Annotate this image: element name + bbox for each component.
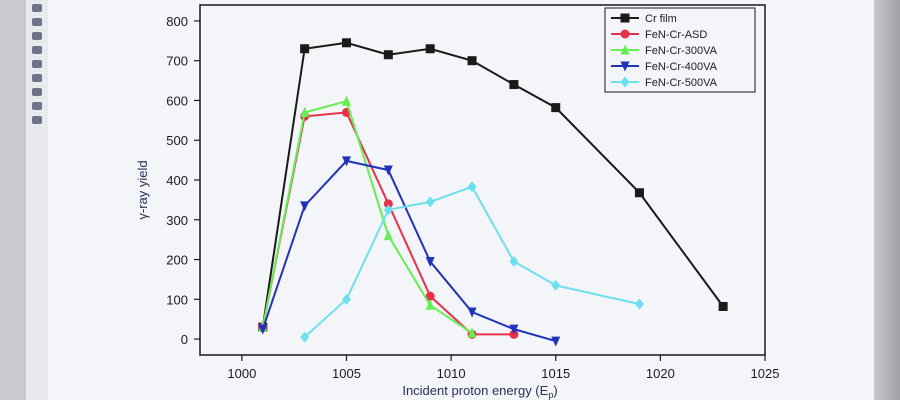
pointer-tool-icon[interactable] [32,4,42,12]
data-point [425,291,435,301]
legend: Cr film FeN-Cr-ASD FeN-Cr-300VA FeN-Cr-400V… [604,7,756,93]
legend-marker [620,44,630,55]
legend-marker [620,61,630,72]
data-point [425,299,435,310]
scale-tool-icon[interactable] [32,32,42,40]
x-tick-label: 1010 [437,366,466,381]
data-point [467,181,477,193]
x-tick-label: 1025 [751,366,780,381]
y-tick-label: 600 [166,93,188,108]
series-3 [258,95,477,338]
legend-marker [620,76,630,88]
y-tick-label: 0 [181,332,188,347]
legend-label: FeN-Cr-300VA [645,45,718,57]
series-2 [258,107,519,339]
window-frame-right [874,0,900,400]
y-tick-label: 800 [166,14,188,29]
legend-label: FeN-Cr-500VA [645,77,718,89]
data-point [300,201,310,212]
x-tick-label: 1005 [332,366,361,381]
data-point [509,80,519,90]
y-tick-label: 400 [166,173,188,188]
data-point [551,279,561,291]
series-line [261,159,557,343]
series-4 [258,156,561,347]
data-point [383,230,393,241]
x-axis-title: Incident proton energy (Ep) [402,383,557,400]
window-frame-left [0,0,26,400]
y-axis-title: γ-ray yield [135,160,150,219]
data-point [509,256,519,268]
legend-label: FeN-Cr-ASD [645,29,707,41]
text-tool-icon[interactable] [32,74,42,82]
series-line [261,41,724,328]
series-5 [300,181,644,343]
data-reader-tool-icon[interactable] [32,46,42,54]
line-tool-icon[interactable] [32,102,42,110]
y-tick-label: 200 [166,253,188,268]
data-point [551,336,561,347]
data-point [467,56,477,66]
data-point [300,44,310,54]
data-point [634,298,644,310]
screen-reader-tool-icon[interactable] [32,60,42,68]
data-point [383,199,393,209]
data-point [425,44,435,54]
legend-marker [620,13,630,23]
series-layer [258,38,728,347]
data-point [383,50,393,60]
series-line [261,100,473,334]
data-point [300,331,310,343]
data-point [383,165,393,176]
y-tick-label: 100 [166,292,188,307]
data-point [341,95,351,106]
arrow-tool-icon[interactable] [32,88,42,96]
data-point [634,188,644,198]
data-point [341,156,351,167]
series-line [303,185,640,338]
data-point [551,103,561,113]
series-line [261,111,514,336]
y-tick-label: 500 [166,133,188,148]
legend-marker [620,29,630,39]
data-point [341,38,351,48]
data-point [509,324,519,335]
y-tick-label: 700 [166,54,188,69]
data-point [425,196,435,208]
data-point [718,301,728,311]
data-point [467,327,477,338]
rectangle-tool-icon[interactable] [32,116,42,124]
legend-label: Cr film [645,13,677,25]
x-tick-label: 1020 [646,366,675,381]
data-point [425,257,435,268]
legend-label: FeN-Cr-400VA [645,61,718,73]
x-tick-label: 1015 [541,366,570,381]
data-point [258,324,268,335]
y-tick-label: 300 [166,213,188,228]
axis-ticks: 1000 1005 1010 1015 1020 1025 0 100 200 300 400 500… [166,14,779,381]
data-point [467,307,477,318]
data-point [300,106,310,117]
data-point [383,204,393,216]
x-tick-label: 1000 [227,366,256,381]
zoom-tool-icon[interactable] [32,18,42,26]
data-point [341,293,351,305]
